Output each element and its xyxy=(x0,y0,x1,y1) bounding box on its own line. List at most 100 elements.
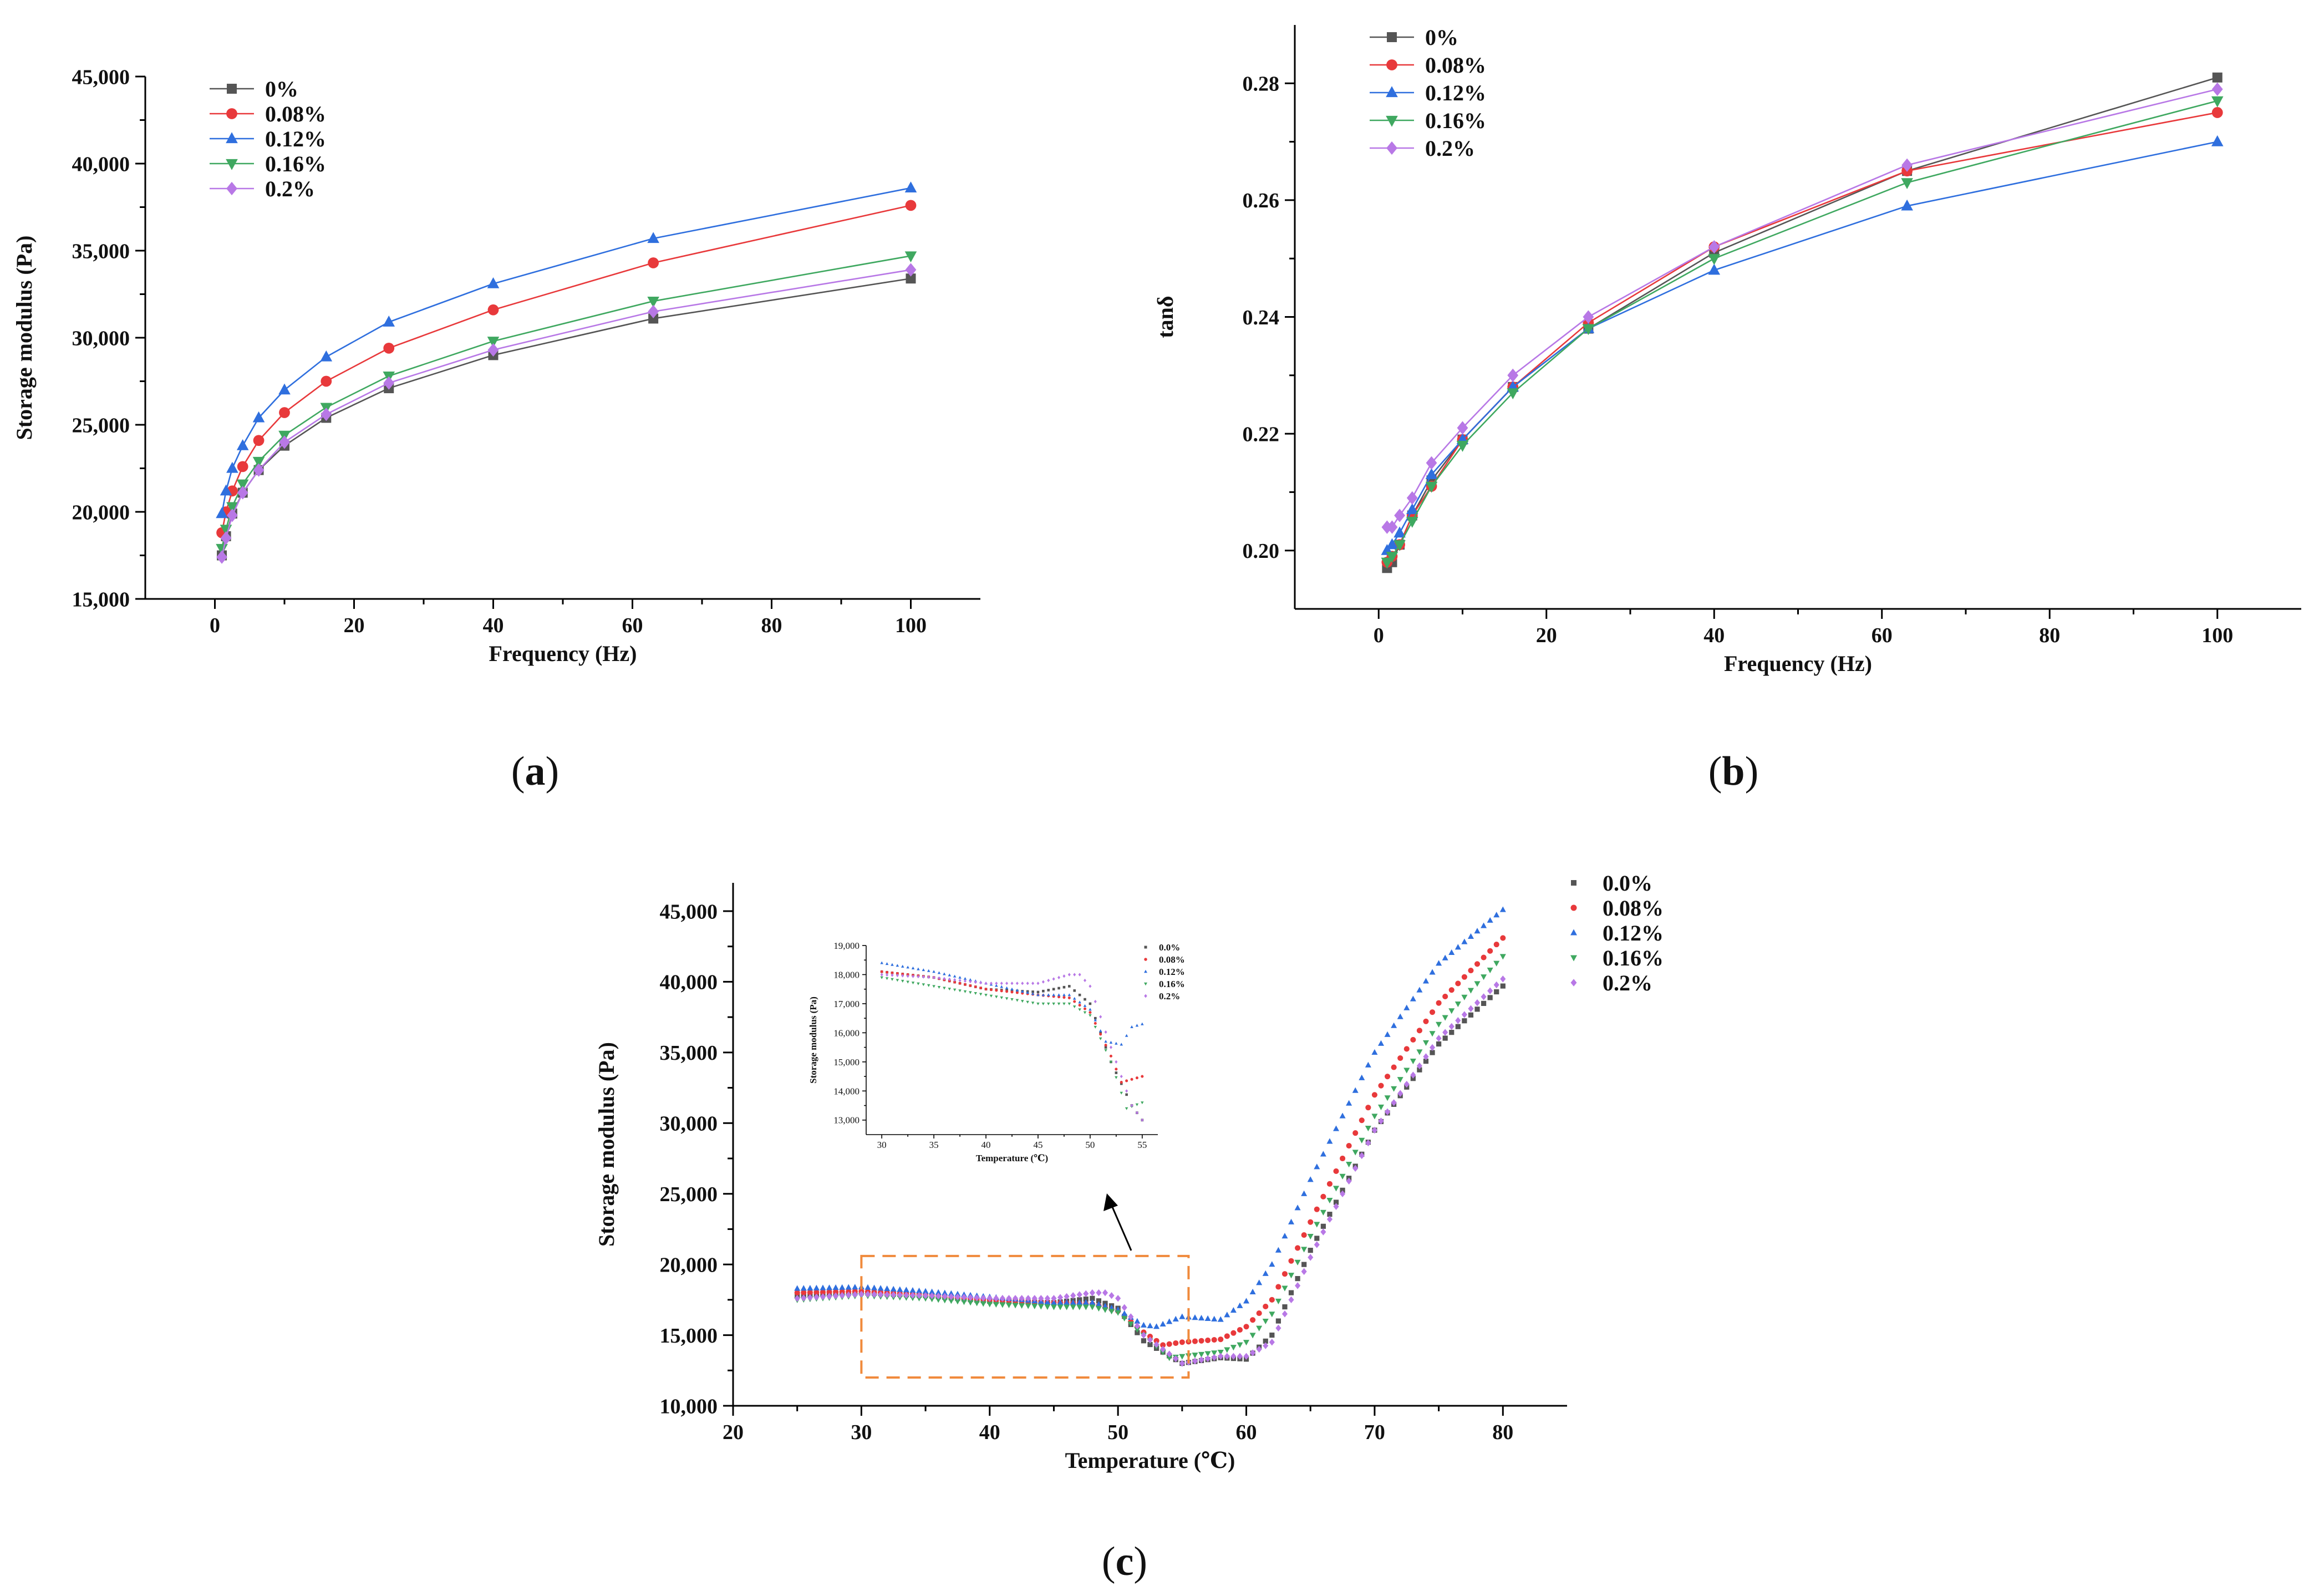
data-point xyxy=(1083,1290,1089,1298)
data-point xyxy=(1006,1295,1012,1302)
data-point xyxy=(1090,1295,1095,1301)
data-point xyxy=(1005,990,1009,993)
data-point xyxy=(1359,1152,1365,1160)
data-point xyxy=(1243,1324,1249,1330)
data-point xyxy=(1141,1101,1144,1105)
data-point xyxy=(1269,1339,1275,1346)
data-point xyxy=(1211,1350,1218,1356)
data-point xyxy=(1275,1324,1281,1332)
data-point xyxy=(969,979,972,984)
inset-x-tick-label: 35 xyxy=(929,1140,939,1150)
data-point xyxy=(1326,1181,1333,1187)
data-point xyxy=(1295,1282,1301,1289)
data-point xyxy=(1121,1310,1128,1316)
data-point xyxy=(1025,1303,1031,1309)
data-point xyxy=(1423,1059,1429,1064)
data-point xyxy=(1487,917,1493,923)
data-point xyxy=(1089,1304,1096,1310)
data-point xyxy=(826,1289,832,1295)
data-point xyxy=(984,988,988,991)
legend-marker xyxy=(1386,86,1398,98)
series-0-12 xyxy=(216,181,917,519)
data-point xyxy=(1281,1233,1288,1239)
data-point xyxy=(1068,985,1071,988)
data-point xyxy=(1288,1258,1294,1264)
data-point xyxy=(1095,1306,1102,1312)
panel-c-y-tick-label: 40,000 xyxy=(660,971,718,994)
data-point xyxy=(648,304,659,319)
data-point xyxy=(903,1292,909,1299)
data-point xyxy=(1005,1302,1012,1309)
data-point xyxy=(943,972,946,975)
data-point xyxy=(1301,1247,1308,1253)
panel-c-x-tick-label: 30 xyxy=(851,1421,872,1444)
data-point xyxy=(236,479,249,491)
data-point xyxy=(942,1293,948,1300)
data-point xyxy=(1057,995,1061,999)
data-point xyxy=(832,1284,839,1290)
panel-a-y-tick-label: 40,000 xyxy=(72,153,130,176)
data-point xyxy=(813,1289,820,1295)
data-point xyxy=(1275,1318,1281,1324)
panel-b-y-tick-label: 0.24 xyxy=(1243,306,1280,329)
data-point xyxy=(1052,977,1055,981)
inset-x-axis-label: Temperature (℃) xyxy=(976,1153,1048,1163)
data-point xyxy=(1481,974,1487,980)
data-point xyxy=(1307,1176,1314,1182)
legend-label: 0% xyxy=(265,77,298,101)
data-point xyxy=(906,965,909,969)
data-point xyxy=(886,970,889,974)
data-point xyxy=(1021,982,1024,985)
data-point xyxy=(1166,1341,1172,1347)
data-point xyxy=(967,1300,974,1306)
data-point xyxy=(1015,999,1019,1002)
data-point xyxy=(1205,1337,1211,1343)
data-point xyxy=(1436,1000,1442,1006)
data-point xyxy=(912,974,915,978)
panel-a-y-axis-label: Storage modulus (Pa) xyxy=(12,236,37,440)
legend-marker xyxy=(227,84,237,94)
inset-y-tick-label: 13,000 xyxy=(833,1115,860,1126)
data-point xyxy=(932,975,935,979)
data-point xyxy=(906,974,909,978)
data-point xyxy=(1021,1000,1024,1003)
data-point xyxy=(1481,993,1487,1000)
data-point xyxy=(1094,1021,1097,1025)
data-point xyxy=(1326,1198,1333,1204)
data-point xyxy=(890,1285,897,1292)
legend-label: 0.2% xyxy=(265,176,315,201)
data-point xyxy=(1507,388,1519,400)
data-point xyxy=(1026,990,1029,994)
data-point xyxy=(1901,158,1913,172)
panel-a-x-tick-label: 60 xyxy=(622,614,643,637)
data-point xyxy=(1198,1338,1204,1344)
data-point xyxy=(1031,1002,1035,1005)
data-point xyxy=(1269,1312,1275,1318)
inset-y-tick-label: 16,000 xyxy=(833,1028,860,1038)
inset-legend: 0.0%0.08% 0.12% 0.16% 0.2% xyxy=(1144,942,1185,1002)
data-point xyxy=(1211,1315,1218,1321)
data-point xyxy=(1455,980,1461,987)
data-point xyxy=(1448,949,1455,955)
data-point xyxy=(1134,1327,1141,1333)
data-point xyxy=(891,971,894,974)
data-point xyxy=(884,1291,890,1298)
data-point xyxy=(1044,1304,1051,1310)
data-point xyxy=(1243,1298,1250,1304)
data-point xyxy=(2211,96,2224,108)
data-point xyxy=(1377,1104,1385,1110)
data-point xyxy=(1012,1295,1019,1302)
legend-marker xyxy=(1144,946,1147,949)
panel-c-y-axis-label: Storage modulus (Pa) xyxy=(594,1042,619,1247)
data-point xyxy=(1104,1046,1107,1049)
inset-y-tick-label: 14,000 xyxy=(833,1086,860,1096)
data-point xyxy=(383,316,395,327)
data-point xyxy=(963,990,967,993)
data-point xyxy=(884,1285,891,1292)
data-point xyxy=(1115,1076,1118,1079)
data-point xyxy=(1326,1216,1333,1223)
legend-marker xyxy=(1387,32,1397,42)
data-point xyxy=(1057,1002,1061,1005)
series-0-12 xyxy=(794,906,1506,1329)
data-point xyxy=(216,550,227,564)
